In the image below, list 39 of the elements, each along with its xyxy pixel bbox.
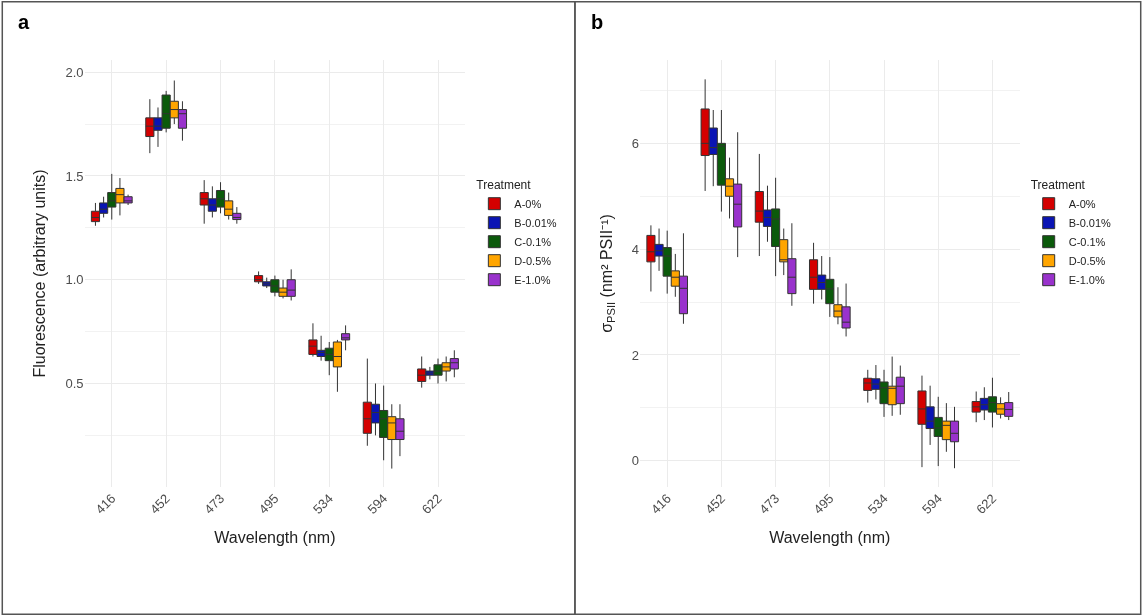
y-tick-label: 2.0 — [65, 64, 84, 80]
x-tick-label: 452 — [146, 490, 173, 517]
y-tick-label: 1.5 — [65, 168, 84, 184]
x-tick-label: 473 — [201, 490, 228, 517]
x-tick-label: 495 — [810, 490, 837, 517]
x-tick-label: 452 — [702, 490, 729, 517]
y-tick-label: 0 — [631, 453, 640, 469]
legend-label: D-0.5% — [1068, 254, 1106, 267]
x-axis-title: Wavelength (nm) — [214, 528, 336, 546]
legend-label: B-0.01% — [1068, 216, 1112, 229]
y-tick-label: 0.5 — [65, 376, 84, 392]
chart-title: a — [18, 11, 30, 33]
x-tick-label: 594 — [364, 490, 391, 517]
chart-title: b — [591, 11, 604, 33]
legend-label: B-0.01% — [514, 216, 557, 229]
y-tick-label: 1.0 — [65, 272, 84, 288]
x-tick-label: 416 — [92, 490, 119, 517]
x-tick-label: 622 — [973, 490, 1000, 517]
x-tick-label: 495 — [255, 490, 282, 517]
x-tick-label: 622 — [418, 490, 445, 517]
x-axis-title: Wavelength (nm) — [769, 528, 891, 546]
x-tick-label: 534 — [864, 490, 891, 517]
legend-title: Treatment — [476, 178, 532, 193]
y-tick-label: 2 — [631, 347, 640, 363]
x-tick-label: 473 — [756, 490, 783, 517]
y-axis-title: Fluorescence (arbitrary units) — [31, 169, 49, 378]
legend-label: A-0% — [1068, 197, 1096, 210]
y-tick-label: 6 — [631, 135, 640, 151]
x-tick-label: 416 — [647, 490, 674, 517]
legend-label: C-0.1% — [514, 235, 552, 248]
legend-label: E-1.0% — [514, 273, 551, 286]
x-tick-label: 594 — [919, 490, 945, 517]
legend-label: D-0.5% — [514, 254, 552, 267]
legend-label: A-0% — [514, 197, 542, 210]
legend-label: E-1.0% — [1068, 273, 1105, 286]
x-tick-label: 534 — [310, 490, 336, 517]
y-tick-label: 4 — [631, 241, 640, 257]
legend-title: Treatment — [1030, 178, 1086, 193]
legend-label: C-0.1% — [1068, 235, 1106, 248]
